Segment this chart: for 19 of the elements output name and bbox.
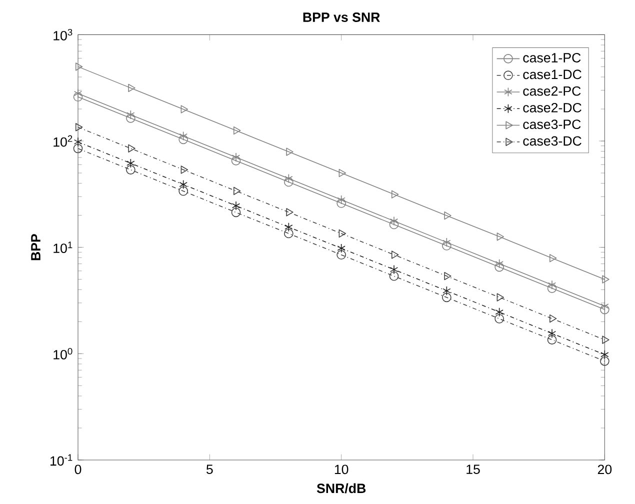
- y-tick-label: 10$^{2}$: [54, 135, 72, 147]
- x-tick-label: 0: [74, 464, 82, 474]
- y-tick-label: 10$^{0}$: [54, 348, 72, 360]
- x-tick-label: 20: [598, 464, 612, 474]
- y-axis-title: BPP: [31, 234, 40, 260]
- y-tick-label: 10$^{1}$: [54, 242, 72, 254]
- y-tick-label: 10$^{-1}$: [50, 454, 72, 466]
- x-axis-title: SNR/dB: [316, 483, 366, 494]
- legend-label: case1-PC: [523, 53, 581, 62]
- chart-title: BPP vs SNR: [303, 12, 380, 22]
- legend-label: case3-DC: [523, 136, 582, 146]
- legend-label: case2-PC: [523, 86, 581, 96]
- x-tick-label: 15: [466, 464, 480, 474]
- x-tick-label: 5: [206, 464, 213, 474]
- legend-label: case3-PC: [523, 120, 581, 130]
- x-tick-label: 10: [334, 464, 348, 474]
- legend-label: case1-DC: [523, 70, 582, 80]
- legend-label: case2-DC: [523, 102, 582, 112]
- y-tick-label: 10$^{3}$: [54, 28, 72, 40]
